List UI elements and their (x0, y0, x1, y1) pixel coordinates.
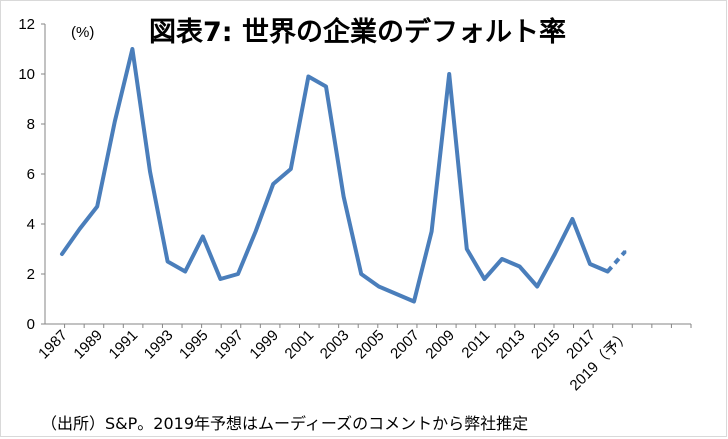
data-point (166, 260, 169, 263)
data-point (184, 270, 187, 273)
source-note: （出所）S&P。2019年予想はムーディーズのコメントから弊社推定 (41, 414, 528, 433)
data-point (448, 72, 451, 76)
data-point (553, 252, 556, 256)
x-tick-label: 2013 (493, 327, 529, 363)
y-tick-label: 4 (27, 216, 35, 233)
data-point (377, 285, 380, 288)
x-tick-label: 1999 (246, 327, 282, 363)
data-point (518, 265, 521, 268)
data-point (324, 85, 328, 88)
data-point (289, 167, 292, 171)
data-point (219, 277, 222, 281)
data-point (113, 120, 117, 123)
data-point (96, 205, 99, 208)
data-point (536, 285, 539, 288)
forecast-line (606, 250, 627, 273)
x-tick-label: 2005 (352, 327, 388, 363)
data-point (201, 235, 204, 238)
x-tick-label: 1991 (106, 327, 142, 363)
data-point (307, 75, 310, 78)
data-point (60, 252, 64, 256)
data-point (148, 170, 152, 173)
chart-title: 図表7: 世界の企業のデフォルト率 (149, 16, 566, 48)
series-line (60, 47, 610, 304)
x-tick-label: 2009 (422, 327, 458, 363)
y-tick-label: 12 (18, 16, 35, 33)
y-tick-label: 0 (27, 316, 35, 333)
data-point (412, 300, 416, 303)
x-tick-label: 2001 (282, 327, 318, 363)
data-point (571, 217, 574, 221)
x-tick-label: 1987 (35, 327, 71, 363)
x-tick-label: 1995 (176, 327, 212, 363)
data-point (395, 292, 398, 296)
data-point (500, 257, 504, 261)
data-point (606, 270, 609, 273)
data-point (254, 230, 257, 233)
data-point (465, 247, 468, 251)
data-point (236, 272, 240, 276)
data-point (78, 227, 81, 231)
x-tick-labels: 1987 1989 1991 1993 1995 1997 1999 2001 2003 2005… (35, 327, 634, 394)
data-point (342, 195, 345, 198)
x-tick-label: 2015 (528, 327, 564, 363)
x-tick-label: 2011 (458, 327, 493, 362)
data-point (430, 230, 433, 233)
data-point (360, 272, 363, 276)
y-tick-label: 10 (18, 66, 35, 83)
x-tick-label: 1989 (70, 327, 106, 363)
x-tick-label: 2007 (387, 327, 423, 363)
x-tick-label: 1993 (141, 327, 177, 363)
y-tick-label: 8 (27, 116, 35, 133)
data-point (483, 277, 486, 281)
y-tick-label: 6 (27, 166, 35, 183)
data-point (272, 182, 275, 186)
axes (41, 23, 692, 328)
data-point (131, 47, 134, 51)
y-unit-label: (%) (71, 24, 94, 41)
y-tick-labels: 0 2 4 6 8 10 12 (18, 16, 35, 333)
x-tick-label: 1997 (211, 327, 247, 363)
y-tick-label: 2 (27, 266, 35, 283)
x-tick-label: 2003 (317, 327, 353, 363)
data-point (588, 262, 592, 266)
data-point (624, 250, 627, 253)
series-group (60, 47, 627, 304)
